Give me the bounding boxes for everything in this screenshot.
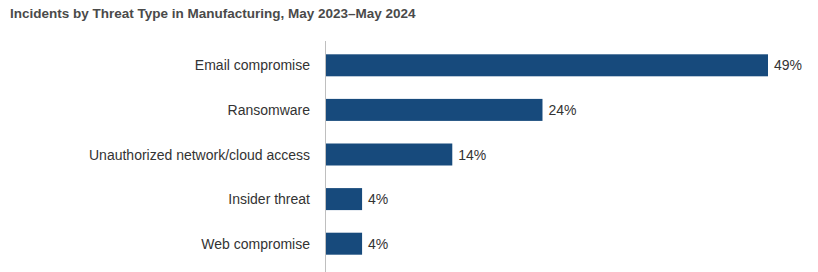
bars — [326, 54, 768, 254]
bar — [326, 144, 452, 166]
data-label: 4% — [368, 191, 388, 207]
category-axis-line — [325, 41, 326, 272]
category-label: Ransomware — [228, 102, 311, 118]
chart-title: Incidents by Threat Type in Manufacturin… — [10, 6, 416, 21]
bar — [326, 188, 362, 210]
data-label: 49% — [774, 57, 802, 73]
category-label: Email compromise — [195, 57, 310, 73]
category-label: Unauthorized network/cloud access — [89, 147, 310, 163]
chart-container: Incidents by Threat Type in Manufacturin… — [0, 0, 818, 272]
category-label: Web compromise — [201, 236, 310, 252]
category-label: Insider threat — [228, 191, 310, 207]
bar — [326, 233, 362, 255]
data-label: 4% — [368, 236, 388, 252]
bar — [326, 99, 542, 121]
chart-svg: Incidents by Threat Type in Manufacturin… — [0, 0, 818, 272]
bar — [326, 54, 768, 76]
data-label: 14% — [458, 147, 486, 163]
data-label: 24% — [548, 102, 576, 118]
